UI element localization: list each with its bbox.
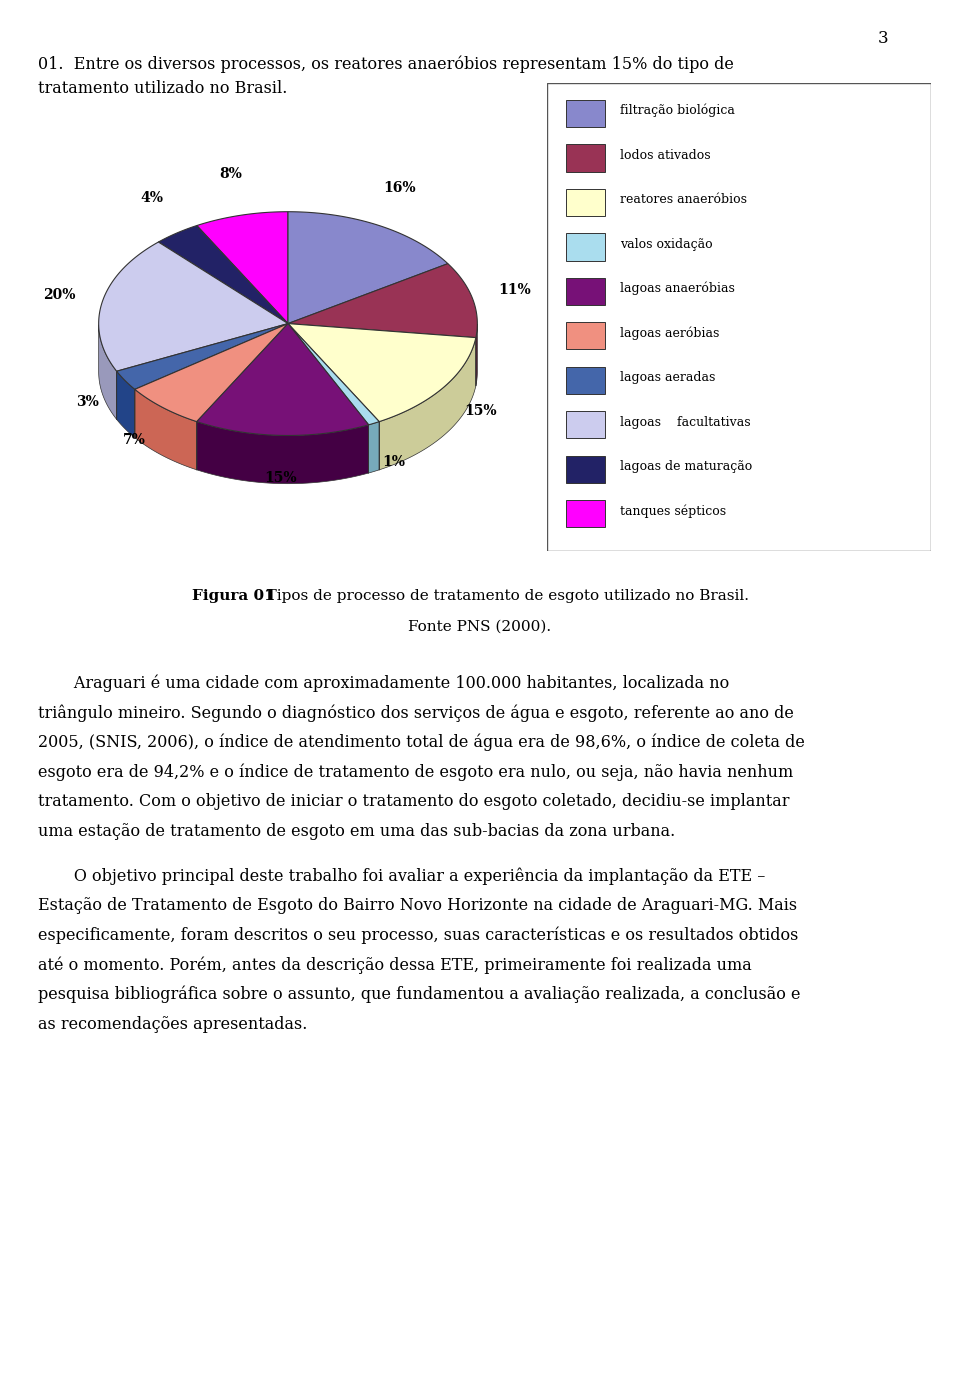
Polygon shape bbox=[288, 212, 448, 324]
Text: 15%: 15% bbox=[264, 471, 297, 486]
Bar bbox=[566, 412, 605, 438]
Bar bbox=[566, 101, 605, 127]
Text: lodos ativados: lodos ativados bbox=[620, 149, 710, 161]
Text: O objetivo principal deste trabalho foi avaliar a experiência da implantação da : O objetivo principal deste trabalho foi … bbox=[38, 868, 766, 885]
Text: lagoas    facultativas: lagoas facultativas bbox=[620, 416, 751, 428]
Polygon shape bbox=[476, 324, 477, 386]
Text: 4%: 4% bbox=[140, 191, 163, 205]
Text: 7%: 7% bbox=[123, 432, 146, 446]
Polygon shape bbox=[117, 372, 134, 438]
Polygon shape bbox=[158, 226, 288, 324]
Text: reatores anaeróbios: reatores anaeróbios bbox=[620, 193, 747, 207]
Text: 11%: 11% bbox=[498, 282, 531, 297]
Text: tratamento. Com o objetivo de iniciar o tratamento do esgoto coletado, decidiu-s: tratamento. Com o objetivo de iniciar o … bbox=[38, 793, 790, 810]
Text: esgoto era de 94,2% e o índice de tratamento de esgoto era nulo, ou seja, não ha: esgoto era de 94,2% e o índice de tratam… bbox=[38, 763, 794, 781]
Polygon shape bbox=[197, 212, 288, 324]
Text: Fonte PNS (2000).: Fonte PNS (2000). bbox=[408, 620, 552, 633]
Text: Araguari é uma cidade com aproximadamente 100.000 habitantes, localizada no: Araguari é uma cidade com aproximadament… bbox=[38, 675, 730, 693]
Bar bbox=[566, 145, 605, 172]
Polygon shape bbox=[117, 324, 288, 390]
Text: pesquisa bibliográfica sobre o assunto, que fundamentou a avaliação realizada, a: pesquisa bibliográfica sobre o assunto, … bbox=[38, 986, 801, 1004]
Text: especificamente, foram descritos o seu processo, suas características e os resul: especificamente, foram descritos o seu p… bbox=[38, 927, 799, 945]
Text: as recomendações apresentadas.: as recomendações apresentadas. bbox=[38, 1016, 308, 1033]
Text: triângulo mineiro. Segundo o diagnóstico dos serviços de água e esgoto, referent: triângulo mineiro. Segundo o diagnóstico… bbox=[38, 705, 794, 722]
Polygon shape bbox=[288, 263, 477, 337]
Text: lagoas aeradas: lagoas aeradas bbox=[620, 370, 715, 384]
Polygon shape bbox=[99, 325, 117, 420]
Bar bbox=[566, 500, 605, 527]
Polygon shape bbox=[288, 324, 476, 421]
Text: 16%: 16% bbox=[384, 180, 417, 194]
Bar bbox=[566, 366, 605, 394]
Bar bbox=[566, 189, 605, 216]
Text: lagoas de maturação: lagoas de maturação bbox=[620, 460, 753, 474]
Text: uma estação de tratamento de esgoto em uma das sub-bacias da zona urbana.: uma estação de tratamento de esgoto em u… bbox=[38, 822, 676, 840]
Text: 2005, (SNIS, 2006), o índice de atendimento total de água era de 98,6%, o índice: 2005, (SNIS, 2006), o índice de atendime… bbox=[38, 734, 805, 752]
Bar bbox=[566, 278, 605, 306]
Polygon shape bbox=[99, 242, 288, 372]
Text: lagoas aeróbias: lagoas aeróbias bbox=[620, 326, 720, 340]
Text: 20%: 20% bbox=[43, 288, 76, 302]
Polygon shape bbox=[197, 324, 369, 435]
Polygon shape bbox=[369, 421, 379, 474]
Text: . Tipos de processo de tratamento de esgoto utilizado no Brasil.: . Tipos de processo de tratamento de esg… bbox=[257, 589, 749, 603]
Polygon shape bbox=[134, 390, 197, 470]
Text: 01.  Entre os diversos processos, os reatores anaeróbios representam 15% do tipo: 01. Entre os diversos processos, os reat… bbox=[38, 55, 734, 73]
Bar bbox=[566, 233, 605, 260]
Text: lagoas anaeróbias: lagoas anaeróbias bbox=[620, 282, 735, 296]
Text: valos oxidação: valos oxidação bbox=[620, 238, 712, 251]
Text: até o momento. Porém, antes da descrição dessa ETE, primeiramente foi realizada : até o momento. Porém, antes da descrição… bbox=[38, 956, 752, 974]
Text: 3%: 3% bbox=[77, 395, 100, 409]
Text: 15%: 15% bbox=[464, 403, 496, 417]
Polygon shape bbox=[288, 324, 379, 425]
Polygon shape bbox=[379, 337, 476, 470]
Polygon shape bbox=[197, 421, 369, 483]
Bar bbox=[566, 456, 605, 483]
Text: Estação de Tratamento de Esgoto do Bairro Novo Horizonte na cidade de Araguari-M: Estação de Tratamento de Esgoto do Bairr… bbox=[38, 898, 798, 914]
Text: tanques sépticos: tanques sépticos bbox=[620, 504, 727, 518]
Text: 3: 3 bbox=[877, 30, 889, 47]
Text: 1%: 1% bbox=[382, 454, 405, 468]
Text: Figura 01: Figura 01 bbox=[192, 589, 275, 603]
Text: filtração biológica: filtração biológica bbox=[620, 103, 735, 117]
Text: tratamento utilizado no Brasil.: tratamento utilizado no Brasil. bbox=[38, 80, 288, 96]
Bar bbox=[566, 322, 605, 350]
Text: 8%: 8% bbox=[219, 167, 242, 180]
Polygon shape bbox=[134, 324, 288, 421]
